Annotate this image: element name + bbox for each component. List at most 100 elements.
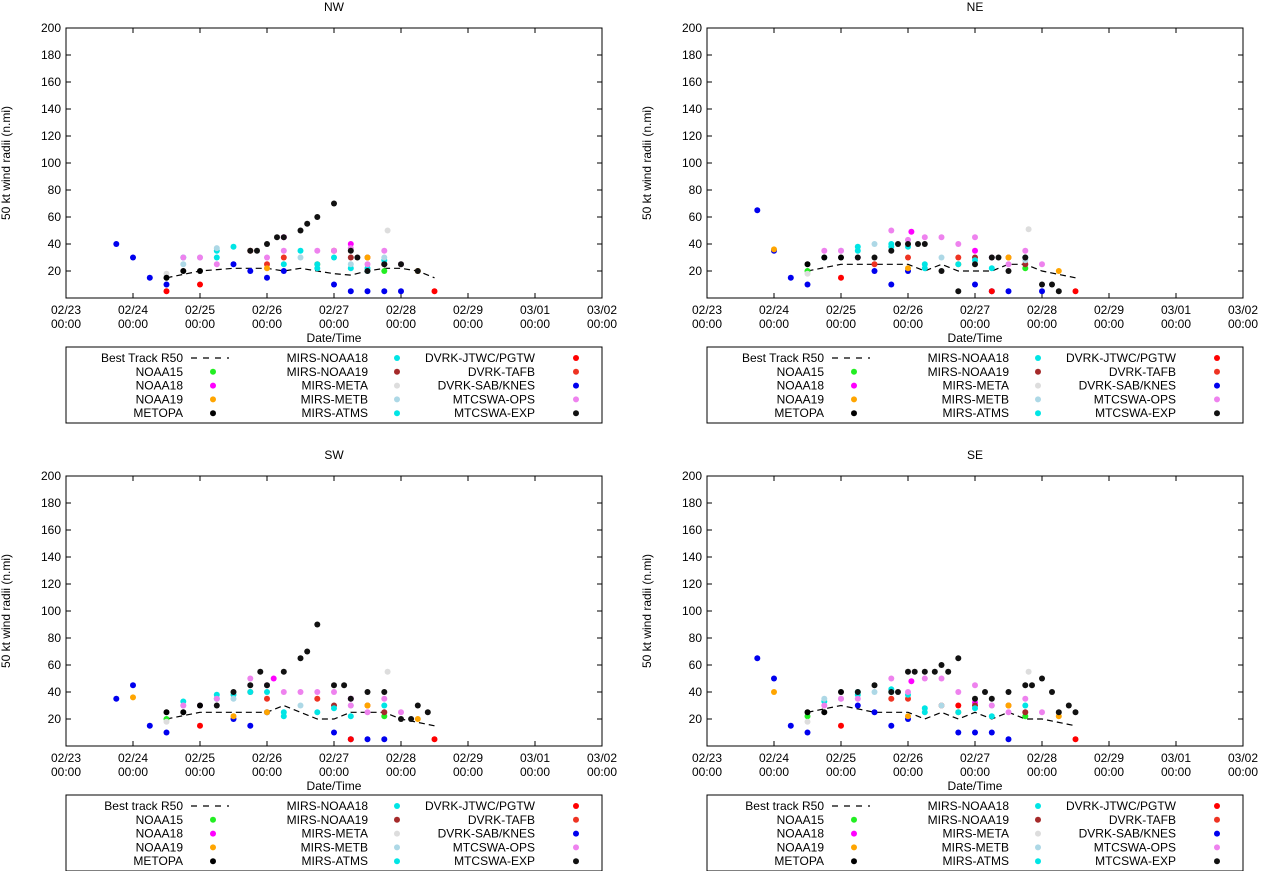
x-tick-time: 00:00 <box>185 765 215 779</box>
point-mtc_ops <box>905 689 911 695</box>
point-metopa <box>804 709 811 716</box>
point-mtc_exp <box>938 268 945 274</box>
x-axis-label: Date/Time <box>948 779 1003 793</box>
point-mtc_exp <box>264 241 270 247</box>
legend-label-dvrk_tafb: DVRK-TAFB <box>1109 365 1176 379</box>
legend-label-mtc_exp: MTCSWA-EXP <box>454 406 535 420</box>
point-mirs_metb <box>938 702 945 709</box>
panel-title: SE <box>967 448 983 462</box>
y-axis-label: 50 kt wind radii (n.mi) <box>640 554 654 668</box>
y-tick-label: 140 <box>682 102 702 116</box>
point-mtc_exp <box>297 227 304 234</box>
point-mirs_metb <box>213 245 220 252</box>
x-tick-time: 00:00 <box>319 765 349 779</box>
legend-marker-mirs_meta <box>1035 830 1041 837</box>
point-mtc_ops <box>280 247 287 254</box>
point-dvrk_sab <box>771 675 777 682</box>
point-dvrk_sab <box>888 722 895 729</box>
point-mtc_ops <box>264 254 270 261</box>
legend-marker-mirs_meta <box>1035 382 1041 389</box>
point-mtc_exp <box>274 234 280 241</box>
point-mtc_exp <box>381 689 388 695</box>
point-mtc_exp <box>331 200 337 207</box>
point-mirs_atms <box>213 254 220 261</box>
point-dvrk_jtwc <box>1072 736 1079 743</box>
point-mtc_exp <box>280 234 287 241</box>
point-mtc_exp <box>1072 709 1079 716</box>
legend-marker-mirs_n18 <box>394 803 400 809</box>
x-tick-date: 03/01 <box>520 751 550 765</box>
point-mtc_ops <box>921 234 928 241</box>
point-dvrk_jtwc <box>838 274 844 281</box>
point-mirs_n19 <box>1022 261 1029 268</box>
point-mtc_exp <box>1065 702 1072 709</box>
legend-label-mirs_metb: MIRS-METB <box>942 840 1009 854</box>
point-noaa19 <box>264 265 270 272</box>
point-dvrk_sab <box>364 736 371 743</box>
legend-label-dvrk_tafb: DVRK-TAFB <box>1109 813 1176 827</box>
point-mtc_exp <box>398 716 404 722</box>
x-tick-time: 00:00 <box>118 765 148 779</box>
point-metopa <box>804 261 811 268</box>
y-tick-label: 180 <box>41 48 61 62</box>
point-mtc_exp <box>1055 709 1062 716</box>
y-tick-label: 200 <box>682 469 702 483</box>
point-mirs_meta <box>384 668 391 675</box>
legend-marker-mirs_n18 <box>394 355 400 361</box>
legend-label-mirs_meta: MIRS-META <box>943 827 1009 841</box>
legend-label-dvrk_jtwc: DVRK-JTWC/PGTW <box>425 351 536 365</box>
y-tick-label: 20 <box>689 712 703 726</box>
x-ticks: 02/2300:0002/2400:0002/2500:0002/2600:00… <box>692 476 1258 779</box>
x-tick-date: 02/23 <box>51 303 81 317</box>
point-mirs_atms <box>331 254 337 261</box>
point-mtc_ops <box>955 241 962 247</box>
x-axis-label: Date/Time <box>307 779 362 793</box>
point-mirs_n18 <box>314 709 321 716</box>
y-tick-label: 20 <box>48 712 62 726</box>
point-mirs_meta <box>1025 668 1032 675</box>
point-mtc_ops <box>347 702 354 709</box>
y-tick-label: 80 <box>48 631 62 645</box>
point-mtc_ops <box>381 695 388 702</box>
point-mtc_exp <box>854 689 861 695</box>
point-mtc_exp <box>1039 675 1045 682</box>
x-tick-time: 00:00 <box>759 317 789 331</box>
point-dvrk_sab <box>163 729 170 736</box>
point-mtc_exp <box>1049 281 1055 288</box>
point-dvrk_jtwc <box>431 288 438 295</box>
y-tick-label: 160 <box>41 523 61 537</box>
x-tick-date: 02/25 <box>826 751 856 765</box>
y-tick-label: 100 <box>41 604 61 618</box>
legend-label-mirs_n18: MIRS-NOAA18 <box>928 351 1010 365</box>
point-dvrk_sab <box>804 729 811 736</box>
point-metopa <box>180 268 187 274</box>
legend-label-mirs_n18: MIRS-NOAA18 <box>287 351 369 365</box>
y-tick-label: 40 <box>689 685 703 699</box>
x-tick-time: 00:00 <box>185 317 215 331</box>
point-dvrk_tafb <box>905 254 911 261</box>
point-noaa19 <box>1055 268 1062 274</box>
point-dvrk_sab <box>130 254 136 261</box>
point-mtc_ops <box>398 709 404 716</box>
point-dvrk_sab <box>113 241 120 247</box>
point-mtc_exp <box>314 214 321 220</box>
point-mtc_exp <box>895 241 901 247</box>
point-mirs_atms <box>921 709 928 716</box>
point-noaa19 <box>1005 254 1012 261</box>
point-noaa19 <box>905 713 911 720</box>
point-mtc_ops <box>938 675 945 682</box>
point-dvrk_tafb <box>264 695 270 702</box>
point-mirs_meta <box>163 270 170 277</box>
point-dvrk_sab <box>364 288 371 295</box>
legend-label-noaa19: NOAA19 <box>777 840 825 854</box>
best-track-line <box>166 267 435 279</box>
point-dvrk_jtwc <box>988 288 995 295</box>
point-dvrk_sab <box>754 655 761 662</box>
point-mtc_exp <box>414 702 421 709</box>
legend-marker-noaa18 <box>851 830 857 837</box>
x-tick-time: 00:00 <box>1161 317 1191 331</box>
point-mtc_exp <box>347 247 354 254</box>
